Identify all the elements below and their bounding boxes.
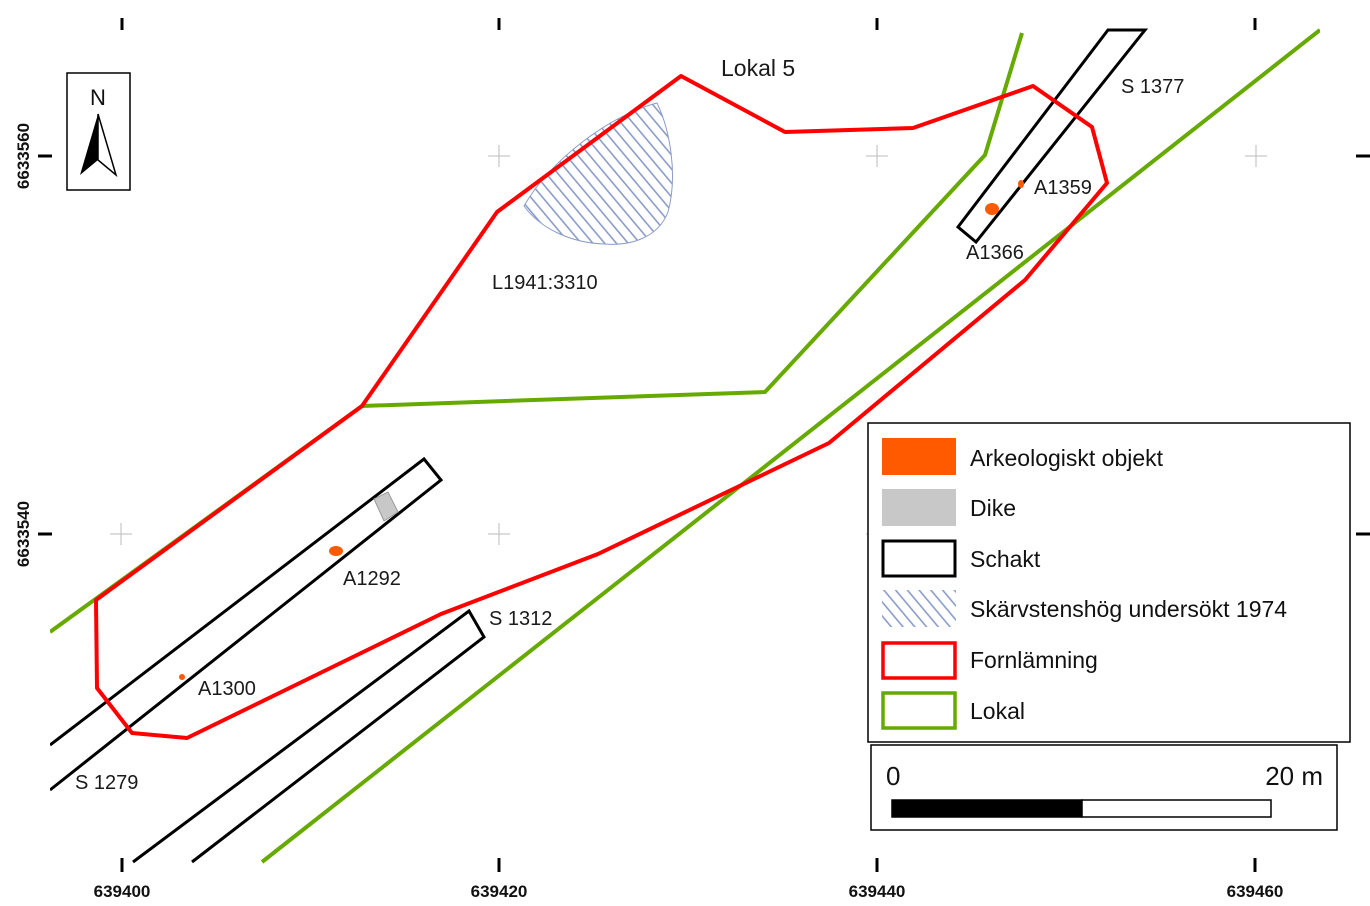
legend-label: Skärvstenshög undersökt 1974 xyxy=(970,596,1287,622)
y-axis-labels: 6633560 6633540 xyxy=(14,123,33,567)
label-heap: L1941:3310 xyxy=(492,272,598,294)
skarvstenshog-heap xyxy=(523,102,673,245)
legend-label: Lokal xyxy=(970,698,1025,724)
label-a1366: A1366 xyxy=(966,242,1024,264)
y-tick-label: 6633540 xyxy=(14,501,33,567)
north-letter: N xyxy=(90,85,106,110)
scale-end-label: 20 m xyxy=(1265,761,1323,791)
x-tick-label: 639440 xyxy=(849,882,906,901)
schakt-s1377 xyxy=(955,28,1149,245)
label-a1292: A1292 xyxy=(343,568,401,590)
object-a1359 xyxy=(1018,180,1024,188)
x-tick-label: 639460 xyxy=(1227,882,1284,901)
label-s1377: S 1377 xyxy=(1121,76,1184,98)
object-a1292 xyxy=(329,546,343,556)
object-a1300 xyxy=(179,674,185,680)
dike xyxy=(373,491,399,522)
north-arrow: N xyxy=(66,72,131,191)
label-a1300: A1300 xyxy=(198,678,256,700)
fornlamning-polygon xyxy=(94,74,1109,740)
scale-start-label: 0 xyxy=(886,761,900,791)
legend-label: Dike xyxy=(970,495,1016,521)
legend-swatch-objekt xyxy=(882,438,956,475)
label-a1359: A1359 xyxy=(1034,177,1092,199)
legend-swatch-dike xyxy=(882,489,956,526)
scale-bar: 0 20 m xyxy=(870,744,1338,831)
legend-label: Fornlämning xyxy=(970,647,1098,673)
legend: Arkeologiskt objekt Dike Schakt Skärvste… xyxy=(867,422,1351,743)
x-axis-labels: 639400 639420 639440 639460 xyxy=(94,882,1284,901)
legend-swatch-hatch xyxy=(882,590,956,627)
object-a1366 xyxy=(985,203,999,215)
y-tick-label: 6633560 xyxy=(14,123,33,189)
schakt-trenches xyxy=(50,28,1149,864)
legend-swatch-lokal xyxy=(881,691,957,730)
x-tick-label: 639420 xyxy=(471,882,528,901)
legend-label: Arkeologiskt objekt xyxy=(970,445,1164,471)
legend-label: Schakt xyxy=(970,546,1041,572)
legend-swatch-fornlamning xyxy=(881,641,957,680)
label-lokal-5: Lokal 5 xyxy=(721,55,795,81)
schakt-s1279 xyxy=(50,456,444,792)
frame-ticks xyxy=(38,18,1370,872)
legend-swatch-schakt xyxy=(881,539,957,578)
label-s1279: S 1279 xyxy=(75,772,138,794)
archaeological-objects xyxy=(179,180,1024,680)
x-tick-label: 639400 xyxy=(94,882,151,901)
north-arrow-icon xyxy=(80,114,98,175)
schakt-s1312 xyxy=(132,608,486,864)
label-s1312: S 1312 xyxy=(489,608,552,630)
